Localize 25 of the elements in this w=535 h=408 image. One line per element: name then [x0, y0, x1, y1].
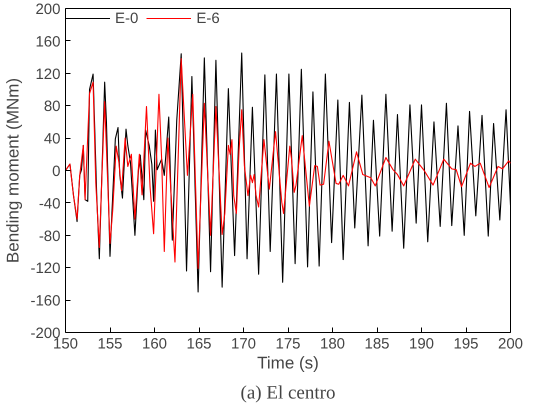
x-tick-label: 170: [230, 336, 256, 352]
legend-label: E-6: [196, 10, 220, 26]
x-tick-label: 155: [97, 336, 123, 352]
x-tick-label: 185: [364, 336, 390, 352]
x-axis-title: Time (s): [257, 354, 319, 372]
y-tick-label: 160: [35, 33, 61, 50]
y-tick-label: 120: [35, 66, 61, 83]
text: (a) El centro: [240, 382, 336, 404]
x-tick-label: 175: [275, 336, 301, 352]
x-tick-label: 190: [408, 336, 434, 352]
y-tick-label: -80: [38, 228, 61, 245]
y-tick-label: 0: [52, 163, 60, 180]
x-tick-label: 195: [453, 336, 479, 352]
y-tick-label: 200: [35, 1, 61, 18]
y-axis-title: Bending moment (MNm): [3, 78, 22, 264]
y-tick-label: -160: [30, 292, 61, 310]
y-tick-label: 80: [44, 98, 61, 116]
x-tick-label: 180: [320, 336, 346, 352]
y-tick-label: 40: [44, 130, 61, 148]
x-tick-label: 160: [142, 336, 168, 352]
x-tick-label: 200: [498, 336, 524, 352]
x-tick-label: 165: [186, 336, 212, 352]
y-tick-label: -40: [38, 195, 61, 212]
legend-label: E-0: [115, 10, 138, 26]
y-tick-label: -120: [30, 260, 61, 278]
